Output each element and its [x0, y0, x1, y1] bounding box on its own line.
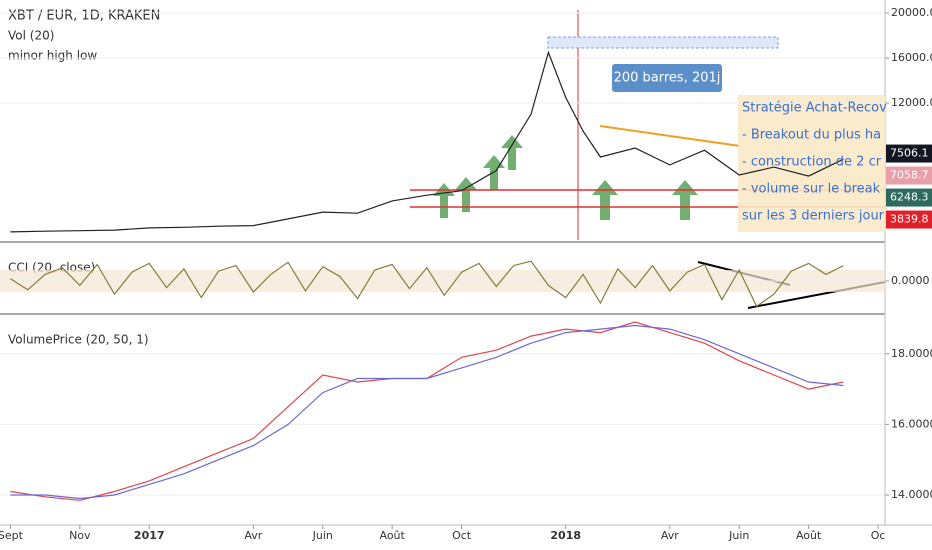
x-tick-label: Oct — [452, 529, 472, 542]
series-line — [10, 50, 844, 233]
x-tick-label: Août — [379, 529, 405, 542]
price-label: 7058.7 — [886, 166, 932, 185]
price-label-box — [886, 144, 932, 163]
y-tick-label: 14.0000 — [891, 488, 932, 501]
price-label-box — [886, 166, 932, 185]
y-tick-label: 16.0000 — [891, 417, 932, 430]
x-tick-label: Sept — [0, 529, 24, 542]
price-label: 6248.3 — [886, 188, 932, 207]
series-line — [10, 324, 844, 500]
price-label: 3839.8 — [886, 210, 932, 229]
annotation-box — [738, 95, 885, 232]
annotation-box — [612, 64, 722, 92]
annotation-line: - Breakout du plus ha — [742, 128, 881, 143]
y-tick-label: 20000.0 — [891, 6, 932, 19]
y-tick-label: 0.0000 — [891, 274, 930, 287]
annotation-line: - construction de 2 cr — [742, 155, 882, 170]
price-label-text: 6248.3 — [890, 191, 929, 204]
range-box — [547, 36, 779, 49]
price-label: 7506.1 — [886, 144, 932, 163]
series-line — [10, 260, 844, 308]
y-tick-label: 18.0000 — [891, 347, 932, 360]
arrow — [501, 135, 523, 170]
x-tick-label: Juin — [728, 529, 749, 542]
x-tick-label: Avr — [244, 529, 262, 542]
price-label-text: 3839.8 — [890, 213, 929, 226]
x-tick-label: Nov — [69, 529, 91, 542]
x-tick-label: 2018 — [550, 529, 581, 542]
indicator-label: minor high low — [8, 49, 97, 63]
x-tick-label: Avr — [661, 529, 679, 542]
price-label-text: 7506.1 — [890, 147, 929, 160]
price-label-box — [886, 210, 932, 229]
arrow — [455, 177, 477, 212]
y-tick-label: 12000.0 — [891, 96, 932, 109]
x-tick-label: Juin — [312, 529, 333, 542]
price-label-box — [886, 188, 932, 207]
x-tick-label: 2017 — [134, 529, 165, 542]
chart-title: XBT / EUR, 1D, KRAKEN — [8, 9, 160, 24]
annotation: 200 barres, 201j — [614, 71, 721, 86]
y-tick-label: 16000.0 — [891, 51, 932, 64]
price-label-text: 7058.7 — [890, 169, 929, 182]
annotation-line: Stratégie Achat-Recov — [742, 101, 887, 116]
indicator-label: Vol (20) — [8, 29, 54, 43]
x-tick-label: Oc — [871, 529, 886, 542]
indicator-label: VolumePrice (20, 50, 1) — [8, 333, 149, 347]
trend-line — [599, 125, 741, 147]
annotation-line: - volume sur le break — [742, 182, 881, 197]
annotation-line: sur les 3 derniers jour — [742, 209, 885, 224]
x-tick-label: Août — [796, 529, 822, 542]
